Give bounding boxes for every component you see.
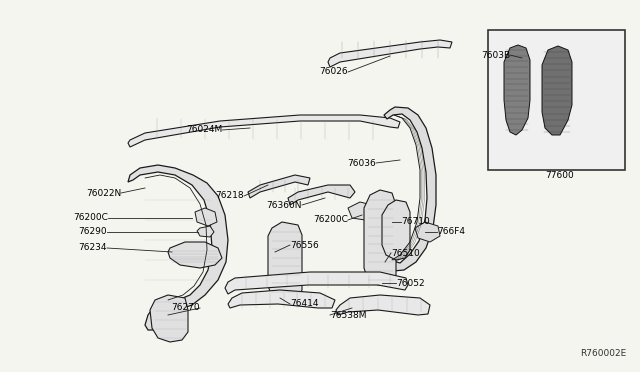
Polygon shape xyxy=(364,190,396,285)
Polygon shape xyxy=(336,295,430,315)
Text: 76200C: 76200C xyxy=(73,214,108,222)
Text: 76218: 76218 xyxy=(216,192,244,201)
Text: 77600: 77600 xyxy=(546,170,574,180)
Text: 76022N: 76022N xyxy=(86,189,121,198)
Text: 7603B: 7603B xyxy=(481,51,510,60)
Text: 76200C: 76200C xyxy=(313,215,348,224)
Text: 76360N: 76360N xyxy=(266,201,302,209)
Polygon shape xyxy=(348,202,374,220)
Text: 76036: 76036 xyxy=(348,158,376,167)
Text: 76538M: 76538M xyxy=(330,311,367,320)
Text: 76024M: 76024M xyxy=(186,125,222,135)
Text: 76052: 76052 xyxy=(396,279,424,288)
Polygon shape xyxy=(128,165,228,330)
Polygon shape xyxy=(168,242,222,268)
Bar xyxy=(488,30,625,170)
Polygon shape xyxy=(150,295,188,342)
Polygon shape xyxy=(268,222,302,300)
Text: 76510: 76510 xyxy=(391,248,420,257)
Text: 76710: 76710 xyxy=(401,218,429,227)
Text: 766F4: 766F4 xyxy=(437,228,465,237)
Polygon shape xyxy=(225,272,408,294)
Text: 76290: 76290 xyxy=(78,228,107,237)
Text: 76270: 76270 xyxy=(172,304,200,312)
Text: R760002E: R760002E xyxy=(580,349,626,358)
Polygon shape xyxy=(382,200,410,260)
Polygon shape xyxy=(328,40,452,67)
Polygon shape xyxy=(248,175,310,198)
Polygon shape xyxy=(504,45,530,135)
Polygon shape xyxy=(415,222,440,242)
Text: 76234: 76234 xyxy=(79,244,107,253)
Polygon shape xyxy=(228,290,335,308)
Polygon shape xyxy=(195,208,217,226)
Text: 76026: 76026 xyxy=(319,67,348,77)
Polygon shape xyxy=(128,115,400,147)
Text: 76414: 76414 xyxy=(290,299,319,308)
Polygon shape xyxy=(197,226,214,237)
Polygon shape xyxy=(542,46,572,135)
Polygon shape xyxy=(381,107,436,271)
Polygon shape xyxy=(288,185,355,205)
Text: 76556: 76556 xyxy=(290,241,319,250)
